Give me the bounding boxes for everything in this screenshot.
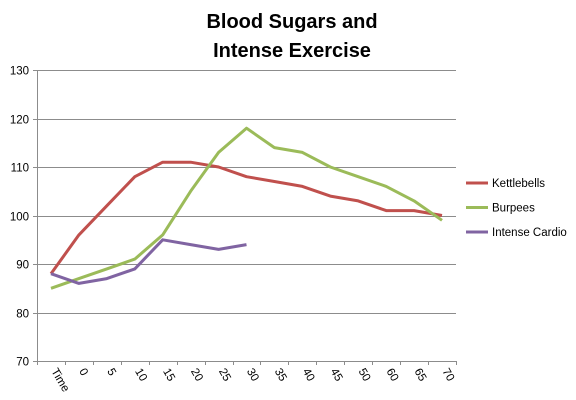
- x-tick-label: 45: [328, 367, 345, 384]
- x-tick-label: 35: [272, 367, 289, 384]
- series-lines: [49, 126, 443, 290]
- x-tick-label: 20: [188, 367, 205, 384]
- series-line-kettlebells: [49, 160, 443, 275]
- x-tick-label: 5: [104, 367, 118, 379]
- series-line-intense-cardio: [50, 238, 247, 285]
- y-tick-label: 110: [11, 163, 29, 175]
- axes: [33, 70, 457, 365]
- legend-label: Intense Cardio: [492, 227, 567, 239]
- x-tick-label: 40: [300, 367, 317, 384]
- x-tick-label: 60: [384, 367, 401, 384]
- x-tick-label: 0: [76, 367, 90, 379]
- x-tick-label: 30: [244, 367, 261, 384]
- y-tick-labels: 70 80 90 100 110 120 130: [10, 66, 29, 369]
- series-line-burpees: [50, 126, 443, 290]
- x-tick-label: 25: [216, 367, 233, 384]
- y-tick-label: 90: [16, 260, 29, 272]
- y-tick-label: 80: [16, 309, 29, 321]
- x-tick-label: 10: [132, 367, 149, 384]
- legend: Kettlebells Burpees Intense Cardio: [466, 178, 567, 239]
- x-tick-label: 15: [160, 367, 177, 384]
- chart-title-line-1: Blood Sugars and: [206, 11, 377, 33]
- legend-label: Burpees: [492, 203, 535, 215]
- chart-title-line-2: Intense Exercise: [213, 40, 371, 62]
- legend-label: Kettlebells: [492, 178, 545, 190]
- y-tick-label: 130: [10, 66, 29, 78]
- x-tick-labels: Time 0 5 10 15 20 25 30 35 40 45 50 60 65 70: [48, 367, 456, 395]
- x-tick-label: 65: [412, 367, 429, 384]
- x-tick-label: Time: [48, 367, 71, 395]
- y-tick-label: 100: [10, 212, 29, 224]
- gridlines: [37, 70, 456, 362]
- x-tick-label: 70: [439, 367, 456, 384]
- y-tick-label: 120: [10, 115, 29, 127]
- y-tick-label: 70: [16, 357, 29, 369]
- x-tick-label: 50: [356, 367, 373, 384]
